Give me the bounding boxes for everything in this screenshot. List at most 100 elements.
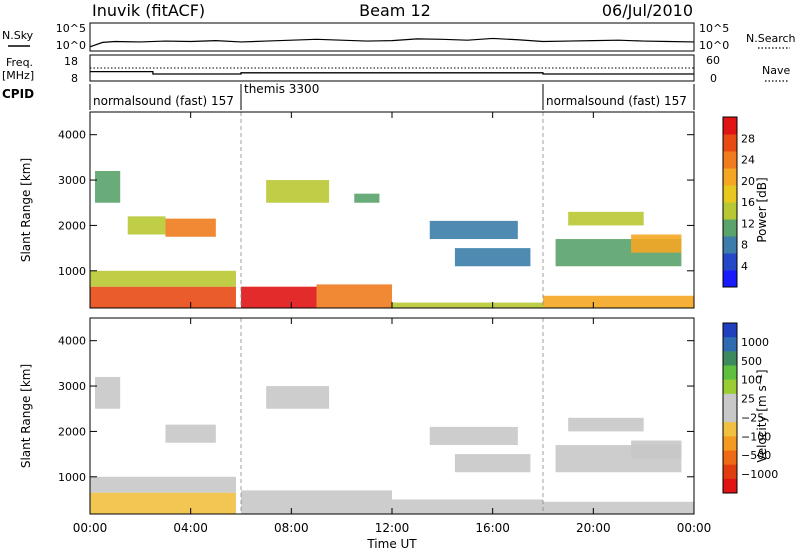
- heat-cell: [127, 216, 166, 235]
- power-colorbar-frame: [722, 116, 738, 288]
- nsearch-tick-high: 10^5: [699, 22, 729, 35]
- y-tick-label: 1000: [58, 471, 86, 484]
- velocity-colorbar-swatch: [723, 351, 737, 366]
- velocity-colorbar-tick-label: −1000: [741, 468, 778, 481]
- cpid-segment-label: normalsound (fast) 157: [93, 94, 234, 108]
- heat-cell: [392, 302, 543, 308]
- power-colorbar: 4 8 12 16 20 24 28: [722, 116, 755, 288]
- y-tick-label: 3000: [58, 380, 86, 393]
- velocity-colorbar-tick-label: 1000: [741, 336, 769, 349]
- y-tick-label: 4000: [58, 335, 86, 348]
- date-label: 06/Jul/2010: [602, 1, 693, 20]
- velocity-colorbar-swatch: [723, 436, 737, 451]
- heat-cell: [316, 284, 392, 308]
- power-heatmap: [90, 112, 694, 308]
- power-colorbar-swatch: [723, 134, 737, 152]
- heat-cell: [354, 193, 380, 203]
- heat-cell: [90, 492, 236, 514]
- velocity-colorbar-swatch: [723, 323, 737, 338]
- velocity-colorbar-swatch: [723, 478, 737, 494]
- heat-cell: [543, 295, 694, 308]
- x-tick-label: 04:00: [173, 521, 208, 535]
- freq-tick-high: 18: [64, 55, 78, 68]
- x-tick-label: 12:00: [375, 521, 410, 535]
- velocity-colorbar-tick-label: 100: [741, 374, 762, 387]
- power-y-axis: 1000 2000 3000 4000: [58, 129, 694, 278]
- velocity-heatmap: [90, 318, 694, 514]
- time-x-axis: 00:00 04:00 08:00 12:00 16:00 20:00 00:00: [73, 112, 712, 535]
- power-colorbar-swatch: [723, 236, 737, 254]
- heat-cell: [568, 211, 644, 226]
- y-tick-label: 2000: [58, 425, 86, 438]
- x-tick-label: 08:00: [274, 521, 309, 535]
- velocity-colorbar-swatch: [723, 393, 737, 409]
- power-colorbar-tick-label: 12: [741, 217, 755, 230]
- power-colorbar-swatch: [723, 270, 737, 288]
- velocity-colorbar: 1000 500 100 25 −25 −100 −500 −1000: [722, 322, 778, 494]
- heat-cell: [95, 376, 121, 409]
- velocity-colorbar-tick-label: 500: [741, 355, 762, 368]
- heat-cell: [631, 234, 682, 253]
- cpid-label: CPID: [2, 87, 34, 101]
- power-colorbar-swatch: [723, 185, 737, 203]
- power-colorbar-tick-label: 20: [741, 175, 755, 188]
- freq-unit: [MHz]: [2, 69, 34, 82]
- x-tick-label: 00:00: [677, 521, 712, 535]
- y-tick-label: 2000: [58, 219, 86, 232]
- velocity-y-axis: 1000 2000 3000 4000: [58, 335, 694, 484]
- heat-cell: [454, 454, 531, 473]
- heat-cell: [266, 386, 330, 409]
- velocity-colorbar-tick-label: −100: [741, 430, 771, 443]
- velocity-colorbar-swatch: [723, 365, 737, 381]
- heat-cell: [392, 499, 543, 514]
- heat-cell: [429, 426, 518, 446]
- y-tick-label: 4000: [58, 129, 86, 142]
- power-colorbar-tick-label: 4: [741, 260, 748, 273]
- nave-tick-low: 0: [710, 72, 717, 85]
- heat-cell: [241, 504, 392, 514]
- power-colorbar-tick-label: 8: [741, 239, 748, 252]
- heat-cell: [90, 476, 236, 493]
- heat-cell: [454, 248, 531, 267]
- x-tick-label: 20:00: [576, 521, 611, 535]
- velocity-ylabel: Slant Range [km]: [19, 364, 33, 468]
- cpid-segment-label: normalsound (fast) 157: [546, 94, 687, 108]
- x-tick-label: 16:00: [475, 521, 510, 535]
- freq-label: Freq.: [6, 56, 33, 69]
- power-colorbar-tick-label: 24: [741, 154, 755, 167]
- velocity-colorbar-swatch: [723, 337, 737, 352]
- heat-cell: [429, 220, 518, 240]
- heat-cell: [95, 170, 121, 203]
- y-tick-label: 3000: [58, 174, 86, 187]
- power-colorbar-tick-label: 28: [741, 132, 755, 145]
- power-ylabel: Slant Range [km]: [19, 158, 33, 262]
- time-xlabel: Time UT: [366, 537, 417, 551]
- nsky-tick-high: 10^5: [56, 22, 86, 35]
- heat-cell: [241, 286, 317, 308]
- velocity-colorbar-tick-label: −25: [741, 411, 764, 424]
- power-colorbar-swatch: [723, 168, 737, 186]
- nsky-tick-low: 10^0: [56, 39, 86, 52]
- power-colorbar-swatch: [723, 117, 737, 135]
- velocity-colorbar-tick-label: −500: [741, 449, 771, 462]
- nsearch-tick-low: 10^0: [699, 39, 729, 52]
- heat-cell: [631, 440, 682, 459]
- nave-label: Nave: [762, 64, 790, 77]
- x-tick-label: 00:00: [73, 521, 108, 535]
- power-colorbar-label: Power [dB]: [755, 177, 769, 242]
- freq-series-line: [90, 70, 694, 75]
- nsearch-label: N.Search: [746, 32, 796, 45]
- velocity-colorbar-swatch: [723, 464, 737, 480]
- heat-cell: [568, 417, 644, 432]
- nsky-label: N.Sky: [2, 29, 34, 42]
- power-colorbar-swatch: [723, 151, 737, 169]
- cpid-segment-label: themis 3300: [244, 82, 319, 96]
- nave-tick-high: 60: [706, 54, 720, 67]
- heat-cell: [90, 286, 236, 308]
- heat-cell: [266, 180, 330, 203]
- power-colorbar-swatch: [723, 253, 737, 271]
- radar-title: Inuvik (fitACF): [92, 1, 205, 20]
- power-colorbar-swatch: [723, 202, 737, 220]
